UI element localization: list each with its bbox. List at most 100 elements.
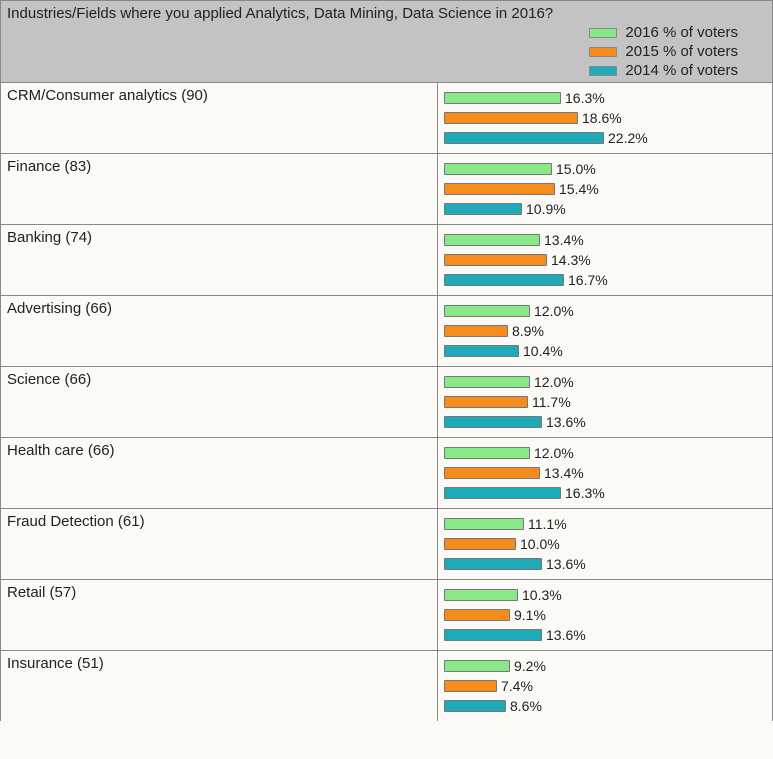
bar <box>444 305 530 317</box>
bar-value: 13.4% <box>544 465 584 481</box>
bar <box>444 325 508 337</box>
bar-value: 11.7% <box>532 394 571 410</box>
bar <box>444 416 542 428</box>
row-label: Banking (74) <box>1 225 438 295</box>
row-bars: 11.1% 10.0% 13.6% <box>438 509 772 579</box>
bar-line: 15.0% <box>444 160 766 178</box>
row-label: Health care (66) <box>1 438 438 508</box>
bar-line: 13.4% <box>444 231 766 249</box>
bar <box>444 274 564 286</box>
bar-value: 12.0% <box>534 445 574 461</box>
bar-line: 9.1% <box>444 606 766 624</box>
bar-line: 22.2% <box>444 129 766 147</box>
bar-value: 16.3% <box>565 90 605 106</box>
bar <box>444 680 497 692</box>
bar-line: 10.9% <box>444 200 766 218</box>
table-row: Fraud Detection (61) 11.1% 10.0% 13.6% <box>1 509 772 580</box>
bar <box>444 487 561 499</box>
bar-line: 12.0% <box>444 373 766 391</box>
row-label: Retail (57) <box>1 580 438 650</box>
row-label: Fraud Detection (61) <box>1 509 438 579</box>
bar-value: 10.9% <box>526 201 566 217</box>
bar <box>444 558 542 570</box>
table-row: Health care (66) 12.0% 13.4% 16.3% <box>1 438 772 509</box>
row-bars: 15.0% 15.4% 10.9% <box>438 154 772 224</box>
row-bars: 12.0% 8.9% 10.4% <box>438 296 772 366</box>
bar-line: 9.2% <box>444 657 766 675</box>
bar-value: 16.3% <box>565 485 605 501</box>
bar <box>444 112 578 124</box>
bar-line: 11.1% <box>444 515 766 533</box>
bar-line: 16.7% <box>444 271 766 289</box>
row-label: CRM/Consumer analytics (90) <box>1 83 438 153</box>
bar-line: 12.0% <box>444 302 766 320</box>
bar <box>444 183 555 195</box>
bar-line: 14.3% <box>444 251 766 269</box>
table-row: Retail (57)10.3%9.1%13.6% <box>1 580 772 651</box>
bar <box>444 447 530 459</box>
bar-line: 13.4% <box>444 464 766 482</box>
bar-line: 15.4% <box>444 180 766 198</box>
bar <box>444 234 540 246</box>
bar-line: 10.4% <box>444 342 766 360</box>
bar-value: 18.6% <box>582 110 622 126</box>
bar-value: 10.4% <box>523 343 563 359</box>
bar-value: 14.3% <box>551 252 591 268</box>
row-label: Science (66) <box>1 367 438 437</box>
legend-item-2015: 2015 % of voters <box>589 43 738 62</box>
bar-line: 13.6% <box>444 626 766 644</box>
bar <box>444 163 552 175</box>
bar-value: 8.6% <box>510 698 542 714</box>
bar <box>444 376 530 388</box>
bar-value: 10.0% <box>520 536 560 552</box>
bar-value: 7.4% <box>501 678 533 694</box>
bar-line: 16.3% <box>444 89 766 107</box>
table-row: Banking (74) 13.4% 14.3% 16.7% <box>1 225 772 296</box>
bar <box>444 538 516 550</box>
bar-value: 15.0% <box>556 161 596 177</box>
bar <box>444 467 540 479</box>
bar <box>444 254 547 266</box>
rows-region: CRM/Consumer analytics (90) 16.3% 18.6% 22.… <box>1 83 772 721</box>
bar-value: 13.6% <box>546 627 586 643</box>
bar-value: 9.2% <box>514 658 546 674</box>
bar <box>444 345 519 357</box>
bar-line: 13.6% <box>444 555 766 573</box>
table-row: Finance (83) 15.0% 15.4% 10.9% <box>1 154 772 225</box>
legend-item-2016: 2016 % of voters <box>589 24 738 43</box>
table-row: CRM/Consumer analytics (90) 16.3% 18.6% 22.… <box>1 83 772 154</box>
legend-label-2016: 2016 % of voters <box>625 24 738 41</box>
bar <box>444 609 510 621</box>
row-bars: 12.0% 13.4% 16.3% <box>438 438 772 508</box>
bar-value: 15.4% <box>559 181 599 197</box>
bar-line: 11.7% <box>444 393 766 411</box>
bar-value: 16.7% <box>568 272 608 288</box>
chart-header: Industries/Fields where you applied Anal… <box>1 1 772 83</box>
bar <box>444 660 510 672</box>
bar-value: 9.1% <box>514 607 546 623</box>
bar <box>444 203 522 215</box>
row-bars: 16.3% 18.6% 22.2% <box>438 83 772 153</box>
row-label: Advertising (66) <box>1 296 438 366</box>
bar <box>444 396 528 408</box>
bar-line: 18.6% <box>444 109 766 127</box>
bar <box>444 132 604 144</box>
legend: 2016 % of voters 2015 % of voters 2014 %… <box>7 24 766 80</box>
bar <box>444 518 524 530</box>
legend-item-2014: 2014 % of voters <box>589 62 738 81</box>
row-label: Insurance (51) <box>1 651 438 721</box>
row-bars: 9.2% 7.4% 8.6% <box>438 651 772 721</box>
bar-value: 13.4% <box>544 232 584 248</box>
table-row: Insurance (51) 9.2% 7.4% 8.6% <box>1 651 772 721</box>
legend-swatch-2016 <box>589 28 617 38</box>
chart-container: Industries/Fields where you applied Anal… <box>0 0 773 721</box>
chart-title: Industries/Fields where you applied Anal… <box>7 5 766 22</box>
legend-swatch-2014 <box>589 66 617 76</box>
bar-value: 8.9% <box>512 323 544 339</box>
bar-value: 22.2% <box>608 130 648 146</box>
row-label: Finance (83) <box>1 154 438 224</box>
bar <box>444 629 542 641</box>
table-row: Advertising (66) 12.0% 8.9% 10.4% <box>1 296 772 367</box>
bar-value: 13.6% <box>546 556 586 572</box>
bar-line: 13.6% <box>444 413 766 431</box>
